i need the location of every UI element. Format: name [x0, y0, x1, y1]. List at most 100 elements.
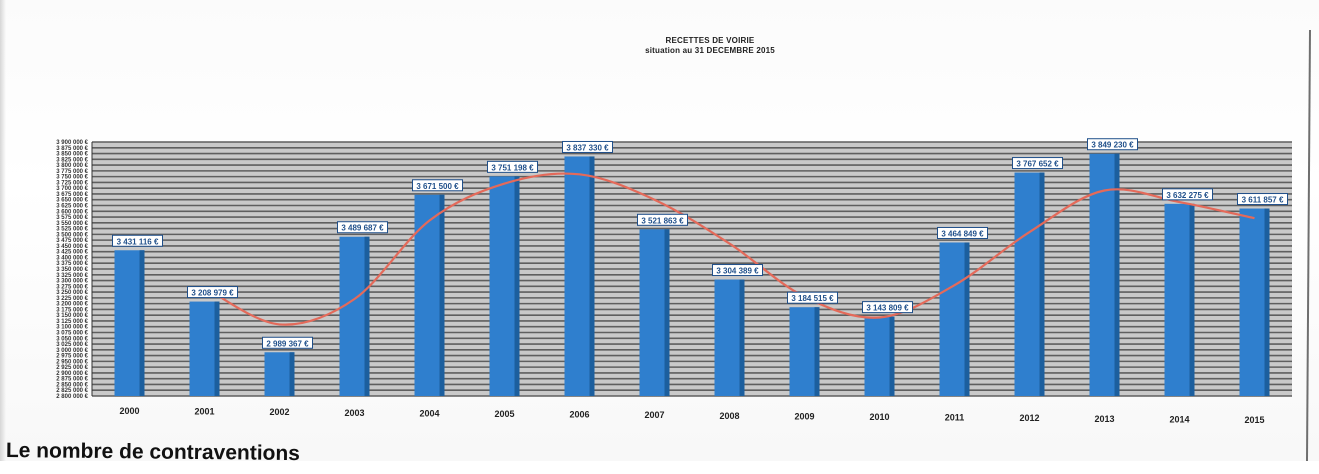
y-tick-label: 3 750 000 €	[56, 175, 88, 181]
bar-shade	[439, 194, 445, 396]
y-tick-label: 3 375 000 €	[56, 261, 88, 267]
data-label-text: 3 208 979 €	[191, 289, 234, 298]
x-axis-ticks: 2000 2001 2002 2003 2004 2005 2006 2007 2008 2009…	[119, 406, 1264, 425]
bar-shade	[814, 307, 820, 396]
bar-group	[564, 156, 595, 396]
data-label: 3 751 198 €	[487, 160, 538, 173]
scan-left-shadow	[0, 0, 6, 461]
data-label: 3 671 500 €	[412, 179, 463, 192]
bar-shade	[739, 279, 745, 396]
bar-shade	[139, 250, 145, 396]
data-label-text: 3 632 275 €	[1166, 191, 1209, 200]
bar-shade	[364, 236, 370, 396]
bar-group	[114, 250, 145, 396]
bar-shade	[1114, 153, 1120, 396]
data-label-text: 3 611 857 €	[1242, 196, 1284, 205]
y-tick-label: 3 000 000 €	[56, 348, 88, 354]
bar-group	[1164, 203, 1195, 396]
x-tick-label: 2009	[794, 411, 814, 421]
data-label: 3 611 857 €	[1237, 193, 1288, 206]
x-tick-label: 2001	[194, 407, 214, 417]
y-tick-label: 2 800 000 €	[56, 394, 88, 400]
y-tick-label: 3 450 000 €	[56, 244, 88, 250]
data-label-box	[487, 160, 538, 173]
data-label-text: 3 143 809 €	[866, 304, 909, 313]
y-tick-label: 3 625 000 €	[56, 204, 88, 210]
bar-group	[489, 176, 520, 396]
data-label: 2 989 367 €	[262, 336, 313, 349]
y-tick-label: 3 650 000 €	[56, 198, 88, 204]
y-tick-label: 3 525 000 €	[56, 227, 88, 233]
bar-shade	[664, 229, 670, 396]
data-label-text: 2 989 367 €	[266, 339, 309, 348]
y-tick-label: 3 275 000 €	[56, 284, 88, 290]
data-label-box	[1012, 157, 1063, 170]
data-label-box	[637, 213, 688, 226]
y-tick-label: 2 850 000 €	[56, 382, 88, 388]
x-tick-label: 2005	[494, 409, 514, 419]
y-tick-label: 2 925 000 €	[56, 365, 88, 371]
y-tick-label: 3 250 000 €	[56, 290, 88, 296]
y-tick-label: 3 125 000 €	[56, 319, 88, 325]
y-tick-label: 2 900 000 €	[56, 371, 88, 377]
bar-group	[264, 352, 295, 396]
data-label: 3 632 275 €	[1162, 188, 1213, 201]
data-label-box	[337, 221, 388, 234]
x-tick-label: 2014	[1169, 414, 1189, 424]
data-label-text: 3 431 116 €	[117, 237, 159, 246]
y-tick-label: 3 600 000 €	[56, 209, 88, 215]
data-label: 3 143 809 €	[862, 301, 913, 314]
y-tick-label: 3 475 000 €	[56, 238, 88, 244]
bar-shade	[589, 156, 595, 396]
chart-subtitle: situation au 31 DECEMBRE 2015	[645, 46, 775, 55]
data-label-text: 3 184 515 €	[791, 294, 834, 303]
y-tick-label: 3 300 000 €	[56, 279, 88, 285]
bar-group	[864, 316, 895, 396]
data-label-box	[112, 234, 163, 247]
y-tick-label: 3 775 000 €	[56, 169, 88, 175]
data-label: 3 208 979 €	[187, 286, 238, 299]
data-label-text: 3 489 687 €	[341, 224, 384, 233]
y-tick-label: 3 325 000 €	[56, 273, 88, 279]
x-tick-label: 2007	[644, 410, 664, 420]
y-tick-label: 3 425 000 €	[56, 250, 88, 256]
data-label-box	[412, 179, 463, 192]
bar-shade	[1039, 172, 1045, 396]
y-tick-label: 2 975 000 €	[56, 354, 88, 360]
bar-shade	[214, 301, 220, 396]
bar-group	[639, 229, 670, 396]
y-tick-label: 3 700 000 €	[56, 186, 88, 192]
y-tick-label: 2 950 000 €	[56, 359, 88, 365]
data-label-text: 3 767 652 €	[1016, 160, 1059, 169]
y-tick-label: 3 500 000 €	[56, 232, 88, 238]
y-tick-label: 3 400 000 €	[56, 255, 88, 261]
x-tick-label: 2003	[344, 408, 364, 418]
y-tick-label: 3 725 000 €	[56, 180, 88, 186]
y-tick-label: 3 825 000 €	[56, 157, 88, 163]
x-tick-label: 2008	[719, 411, 739, 421]
chart-area: 3 900 000 €3 875 000 €3 850 000 €3 825 0…	[56, 138, 1292, 425]
data-label: 3 837 330 €	[562, 140, 613, 153]
data-label-text: 3 849 230 €	[1091, 141, 1134, 150]
bar-shade	[289, 352, 295, 396]
data-label: 3 184 515 €	[787, 291, 838, 304]
trend-line	[204, 172, 1255, 326]
bar-group	[1014, 172, 1045, 396]
y-tick-label: 3 050 000 €	[56, 336, 88, 342]
bar-shade	[964, 242, 970, 396]
bar-group	[189, 301, 220, 396]
y-tick-label: 2 875 000 €	[56, 377, 88, 383]
bar-shade	[514, 176, 520, 396]
x-tick-label: 2012	[1019, 413, 1039, 423]
data-label-box	[187, 286, 238, 299]
y-tick-label: 3 675 000 €	[56, 192, 88, 198]
bar-group	[414, 194, 445, 396]
data-label-text: 3 751 198 €	[491, 163, 534, 172]
y-tick-label: 3 200 000 €	[56, 302, 88, 308]
bar-group	[339, 236, 370, 396]
bar-group	[939, 242, 970, 396]
data-label-text: 3 304 389 €	[716, 267, 759, 276]
x-tick-label: 2000	[119, 406, 139, 416]
x-tick-label: 2002	[269, 407, 289, 417]
